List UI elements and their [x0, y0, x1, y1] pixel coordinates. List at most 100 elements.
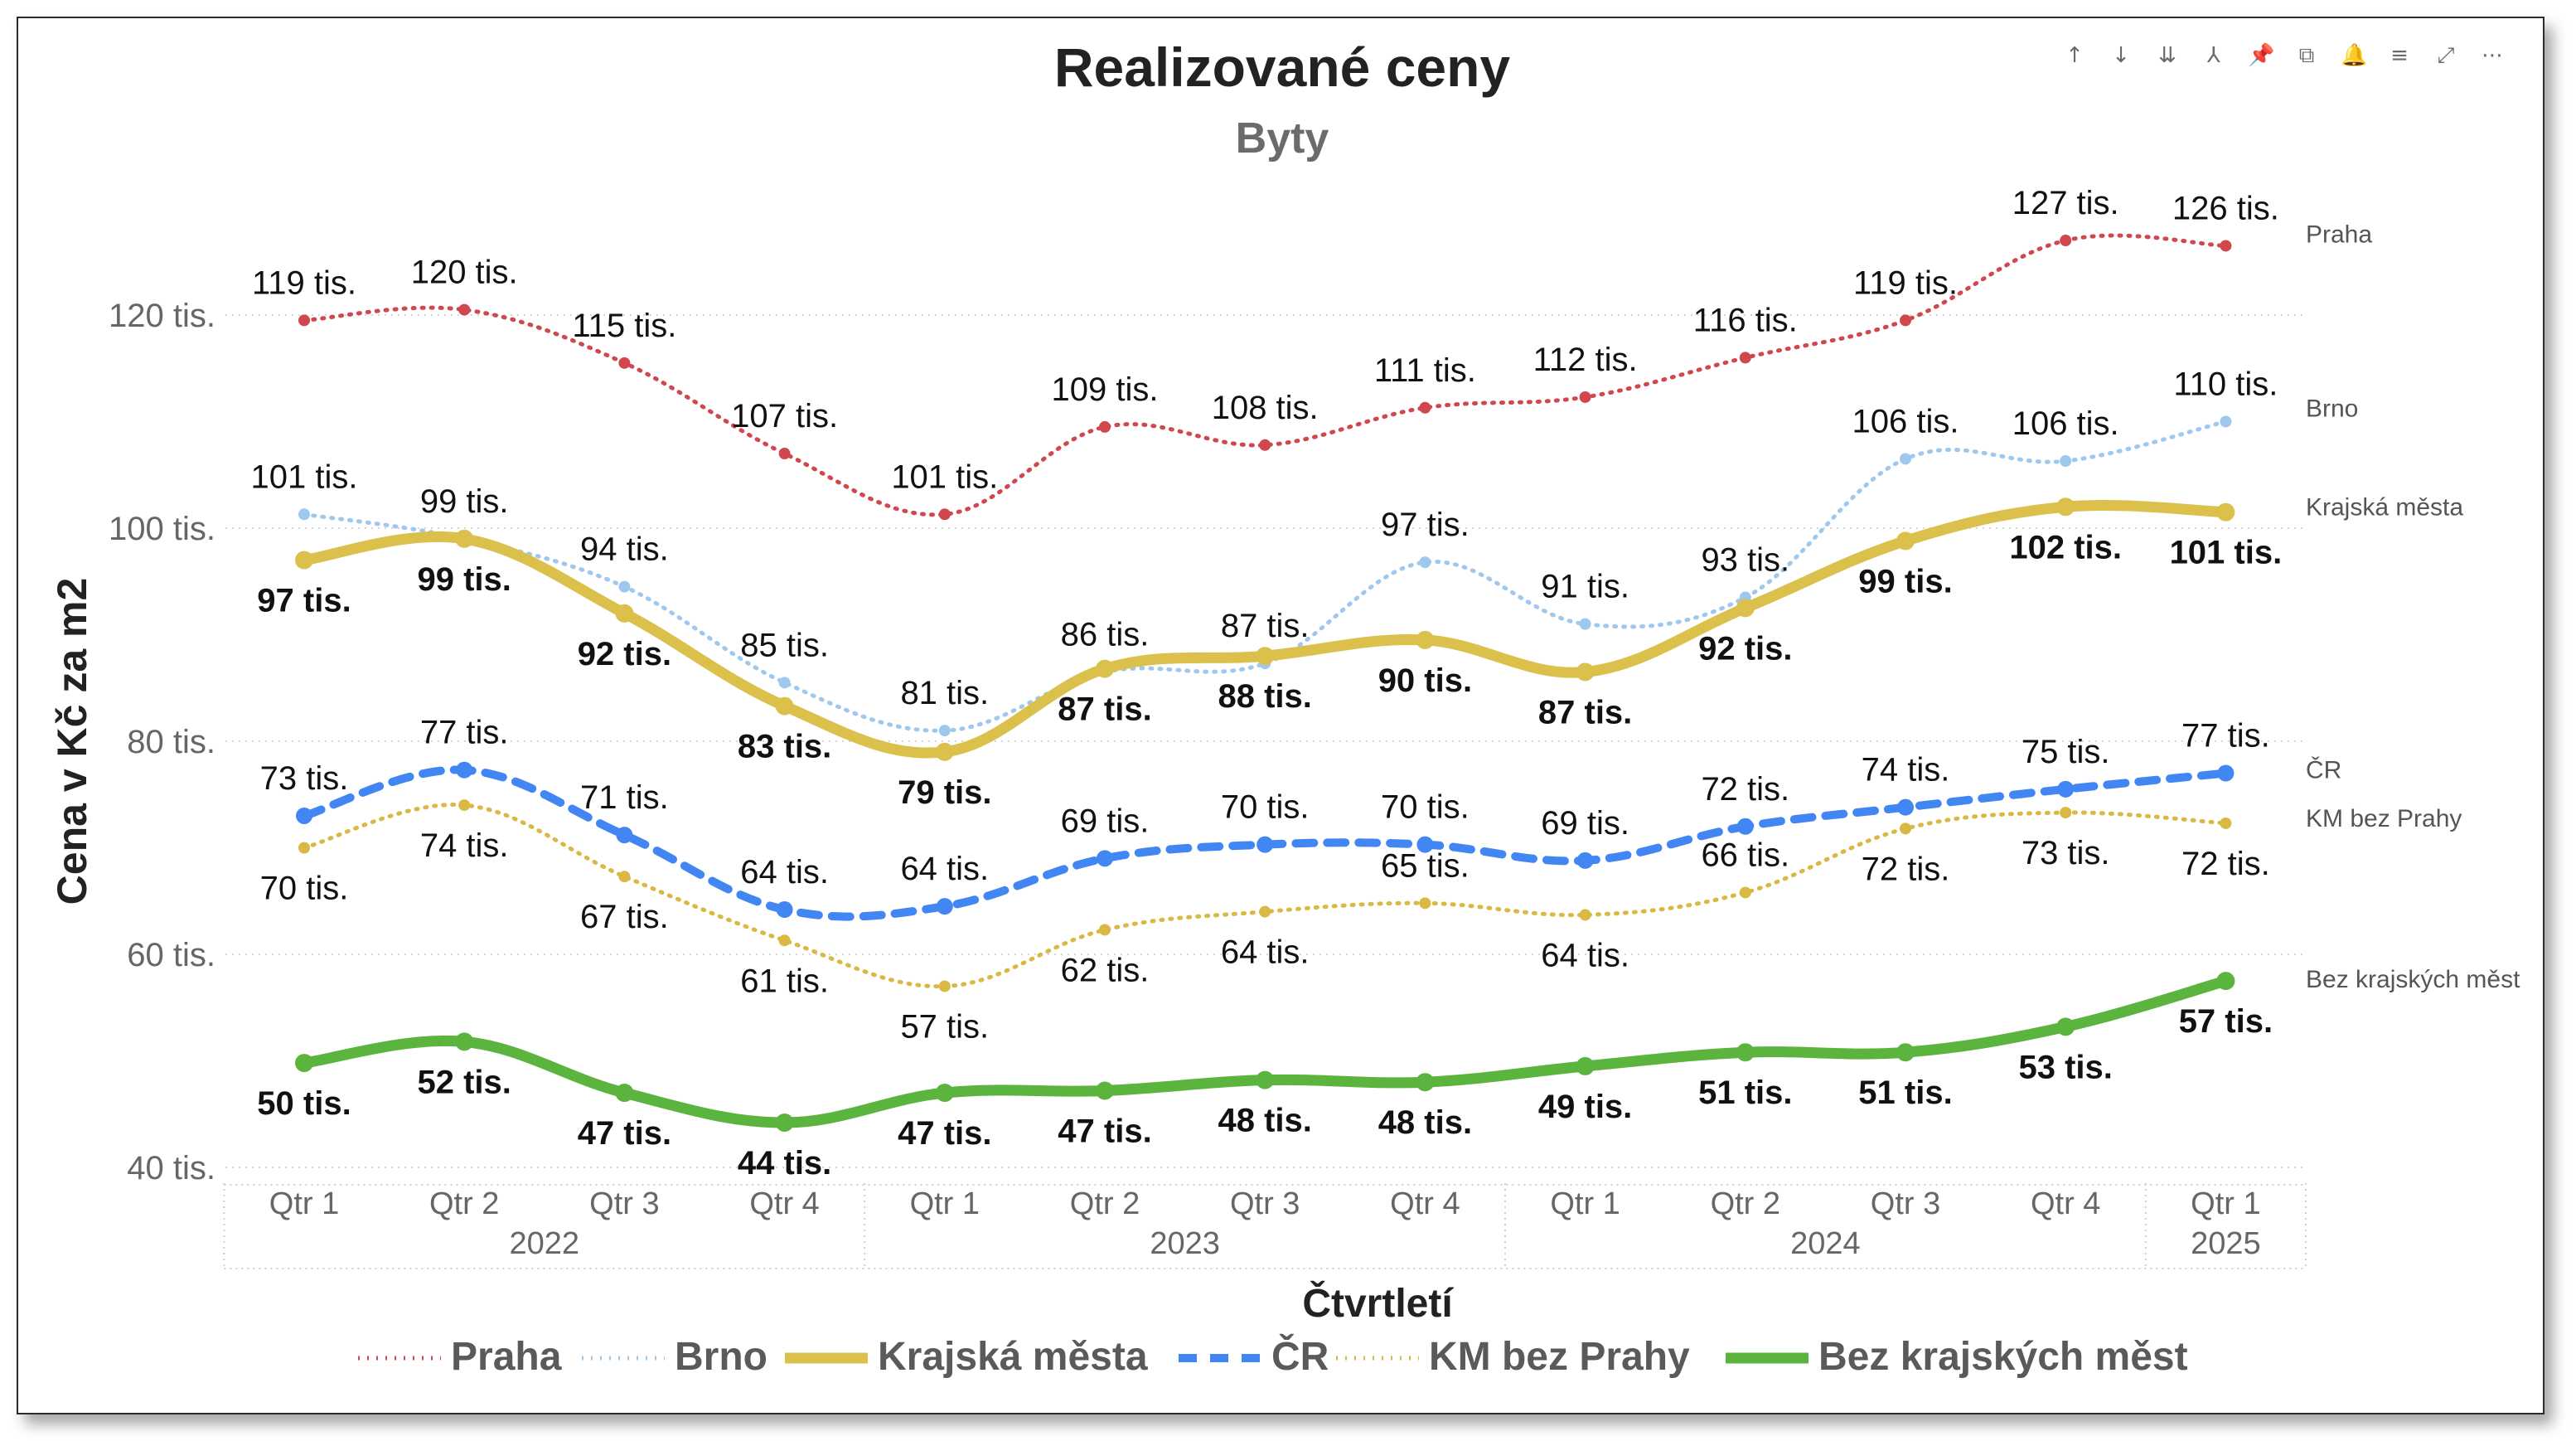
- data-point: [778, 448, 791, 460]
- focus-mode-icon[interactable]: ⤢: [2437, 43, 2455, 68]
- x-tick-label: Qtr 4: [2031, 1186, 2100, 1221]
- data-point: [1900, 453, 1911, 465]
- legend-label: ČR: [1271, 1333, 1329, 1379]
- data-label: 90 tis.: [1378, 662, 1472, 699]
- data-point: [2217, 764, 2235, 782]
- data-point: [1259, 439, 1271, 451]
- y-tick-label: 40 tis.: [127, 1150, 215, 1186]
- data-label: 97 tis.: [1381, 507, 1470, 543]
- data-label: 47 tis.: [898, 1115, 991, 1152]
- data-label: 44 tis.: [738, 1145, 831, 1181]
- data-point: [1896, 531, 1915, 551]
- data-point: [295, 551, 313, 570]
- double-arrow-down-icon[interactable]: ⇊: [2158, 43, 2177, 68]
- data-label: 111 tis.: [1374, 352, 1476, 389]
- data-point: [1099, 420, 1111, 433]
- data-point: [938, 508, 951, 521]
- data-label: 51 tis.: [1698, 1075, 1792, 1111]
- data-point: [935, 742, 954, 761]
- data-label: 110 tis.: [2173, 366, 2278, 403]
- data-label: 112 tis.: [1533, 342, 1638, 378]
- data-point: [298, 842, 310, 854]
- data-point: [1579, 391, 1591, 403]
- bell-icon[interactable]: 🔔: [2341, 43, 2368, 68]
- data-label: 66 tis.: [1701, 837, 1789, 873]
- more-options-icon[interactable]: ⋯: [2482, 43, 2503, 68]
- data-label: 48 tis.: [1378, 1104, 1472, 1141]
- series-end-label: Bez krajských měst: [2306, 966, 2520, 993]
- data-label: 77 tis.: [420, 715, 509, 751]
- data-point: [1736, 818, 1754, 835]
- x-year-label: 2024: [1790, 1226, 1861, 1261]
- data-point: [2216, 972, 2235, 991]
- x-tick-label: Qtr 2: [1711, 1186, 1780, 1221]
- series-end-label: ČR: [2306, 756, 2341, 784]
- expand-hierarchy-icon[interactable]: ⅄: [2207, 43, 2220, 68]
- data-point: [2060, 807, 2072, 819]
- legend-label: Krajská města: [878, 1335, 1148, 1379]
- data-label: 102 tis.: [2009, 529, 2122, 565]
- x-tick-label: Qtr 1: [1550, 1186, 1620, 1221]
- series-end-label: KM bez Prahy: [2306, 805, 2462, 832]
- data-point: [1900, 822, 1911, 835]
- data-label: 86 tis.: [1061, 616, 1150, 653]
- data-label: 57 tis.: [900, 1009, 989, 1046]
- data-label: 115 tis.: [572, 308, 676, 344]
- data-point: [936, 898, 953, 915]
- x-axis-title: Čtvrtletí: [1302, 1280, 1454, 1326]
- data-label: 126 tis.: [2172, 190, 2279, 226]
- data-point: [455, 529, 474, 548]
- data-point: [1419, 556, 1431, 569]
- pin-icon[interactable]: 📌: [2248, 43, 2275, 68]
- data-point: [2220, 240, 2232, 252]
- data-point: [615, 1084, 634, 1103]
- data-point: [2216, 502, 2235, 522]
- data-label: 53 tis.: [2018, 1049, 2112, 1085]
- data-point: [778, 934, 791, 947]
- arrow-up-icon[interactable]: ↑: [2065, 43, 2084, 68]
- data-label: 109 tis.: [1052, 371, 1159, 408]
- data-point: [616, 827, 633, 844]
- data-point: [1739, 352, 1751, 364]
- data-label: 120 tis.: [411, 255, 518, 291]
- data-label: 97 tis.: [257, 583, 351, 619]
- data-point: [2060, 235, 2072, 247]
- data-label: 87 tis.: [1221, 608, 1310, 644]
- legend-label: Praha: [451, 1335, 562, 1379]
- data-label: 64 tis.: [1541, 937, 1629, 973]
- legend-label: KM bez Prahy: [1429, 1335, 1690, 1379]
- data-label: 62 tis.: [1061, 952, 1150, 988]
- data-label: 87 tis.: [1058, 691, 1151, 728]
- data-point: [615, 604, 634, 623]
- data-label: 101 tis.: [2170, 535, 2283, 571]
- data-point: [1256, 647, 1275, 666]
- series-end-label: Krajská města: [2306, 494, 2463, 522]
- data-label: 107 tis.: [731, 398, 838, 434]
- filter-icon[interactable]: ≡: [2390, 43, 2409, 68]
- data-label: 70 tis.: [260, 871, 349, 907]
- x-tick-label: Qtr 1: [910, 1186, 980, 1221]
- data-label: 81 tis.: [900, 675, 989, 711]
- data-label: 106 tis.: [2012, 405, 2119, 442]
- x-year-label: 2023: [1150, 1226, 1220, 1261]
- copy-icon[interactable]: ⧉: [2298, 43, 2315, 68]
- data-label: 67 tis.: [580, 899, 669, 935]
- data-label: 65 tis.: [1381, 847, 1470, 884]
- data-point: [1579, 909, 1591, 921]
- data-label: 108 tis.: [1212, 390, 1319, 426]
- data-label: 51 tis.: [1858, 1075, 1952, 1111]
- data-label: 94 tis.: [580, 531, 669, 568]
- data-point: [458, 799, 471, 812]
- data-point: [2060, 455, 2072, 468]
- chart-visual-frame: ↑ ↓ ⇊ ⅄ 📌 ⧉ 🔔 ≡ ⤢ ⋯ Realizované ceny Byty 40 tis. 60…: [17, 17, 2545, 1414]
- data-point: [2056, 1017, 2075, 1036]
- data-point: [2057, 780, 2075, 798]
- data-label: 64 tis.: [740, 854, 829, 890]
- arrow-down-icon[interactable]: ↓: [2112, 43, 2130, 68]
- data-point: [1900, 314, 1911, 327]
- data-point: [1096, 659, 1114, 678]
- data-label: 47 tis.: [1058, 1113, 1151, 1149]
- data-point: [776, 901, 793, 919]
- legend-label: Brno: [675, 1335, 767, 1379]
- x-tick-label: Qtr 3: [1230, 1186, 1300, 1221]
